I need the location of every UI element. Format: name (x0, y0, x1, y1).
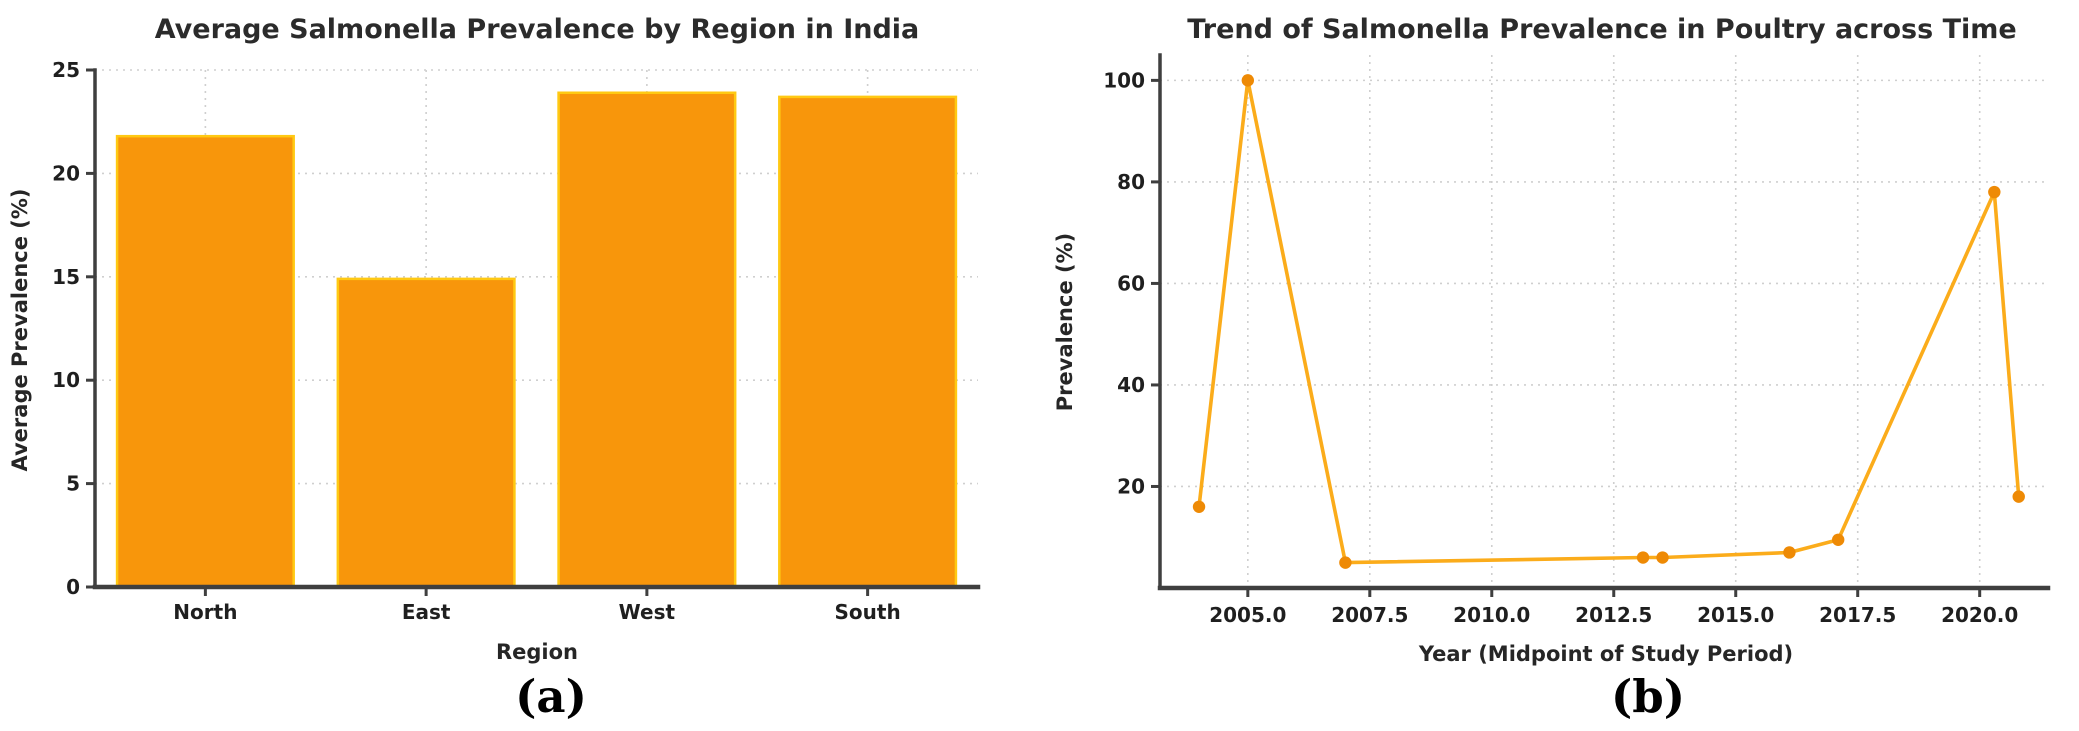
x-tick-label: West (619, 600, 676, 624)
y-tick-label: 80 (1117, 170, 1145, 194)
data-point (1783, 546, 1796, 559)
line-chart-plot-area: 20 40 60 80 100 2005.0 2007.5 2010.0 2012.5 2015.… (1103, 53, 2051, 627)
x-tick-label: 2007.5 (1331, 603, 1408, 627)
bar-chart-svg: Average Salmonella Prevalence by Region … (8, 14, 981, 723)
y-tick-label: 20 (1117, 474, 1145, 498)
x-tick-label: East (402, 600, 451, 624)
data-point (1192, 500, 1206, 513)
data-point (1241, 74, 1255, 87)
bar-east (336, 277, 516, 589)
trend-line (1197, 78, 2021, 565)
x-tick-label: 2017.5 (1819, 603, 1896, 627)
y-tick-label: 10 (52, 368, 80, 392)
y-tick-label: 20 (52, 161, 80, 185)
bar-west (557, 91, 737, 589)
x-tick-label: 2005.0 (1209, 603, 1286, 627)
bar-chart-y-axis-label: Average Prevalence (%) (8, 188, 32, 471)
bar-chart-plot-area: 0 5 10 15 20 25 North East West South (52, 58, 981, 624)
data-point (1988, 185, 2001, 199)
line-chart-y-axis-label: Prevalence (%) (1053, 233, 1077, 411)
panel-b-line-chart: Trend of Salmonella Prevalence in Poultr… (1040, 0, 2079, 731)
data-point (1636, 551, 1650, 564)
data-point (1339, 556, 1352, 569)
y-tick-label: 5 (66, 472, 80, 496)
panel-b-caption: (b) (1611, 670, 1685, 723)
bar-chart-title: Average Salmonella Prevalence by Region … (155, 14, 920, 45)
bar-chart-x-axis-label: Region (496, 640, 578, 664)
y-tick-label: 15 (52, 265, 80, 289)
x-tick-label: 2012.5 (1575, 603, 1652, 627)
line-chart-x-axis-label: Year (Midpoint of Study Period) (1418, 642, 1793, 666)
x-tick-label: 2015.0 (1697, 603, 1774, 627)
y-tick-label: 60 (1117, 271, 1145, 295)
x-tick-label: 2010.0 (1453, 603, 1530, 627)
panel-a-bar-chart: Average Salmonella Prevalence by Region … (8, 14, 981, 723)
line-chart-title: Trend of Salmonella Prevalence in Poultr… (1187, 14, 2016, 45)
line-chart-svg: Trend of Salmonella Prevalence in Poultr… (1053, 14, 2051, 723)
panel-a-caption: (a) (515, 670, 587, 723)
bar-south (778, 95, 958, 589)
x-tick-label: 2020.0 (1941, 603, 2018, 627)
bar-north (115, 134, 295, 589)
data-point (1656, 551, 1669, 564)
y-tick-label: 40 (1117, 373, 1145, 397)
x-tick-label: North (173, 600, 237, 624)
y-tick-label: 0 (66, 575, 80, 599)
y-tick-label: 25 (52, 58, 80, 82)
y-tick-label: 100 (1103, 68, 1145, 92)
data-point (1831, 533, 1845, 546)
data-point (2012, 490, 2025, 503)
x-tick-label: South (835, 600, 901, 624)
